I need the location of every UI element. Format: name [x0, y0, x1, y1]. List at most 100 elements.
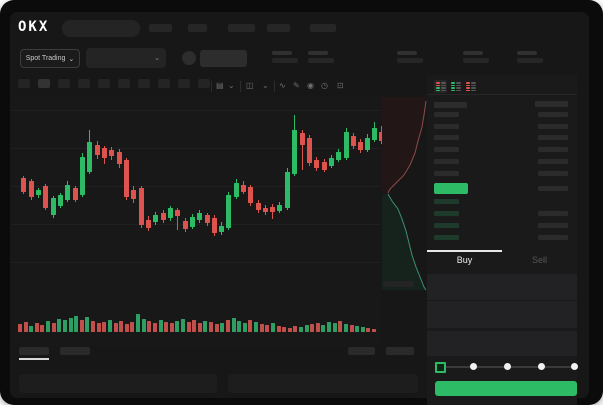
candlestick-chart[interactable] — [10, 96, 382, 346]
timeframe-button[interactable] — [58, 79, 70, 88]
bottom-tab[interactable] — [60, 347, 90, 355]
avatar[interactable] — [182, 51, 196, 65]
bid-price — [434, 211, 459, 216]
chevron-down-icon[interactable]: ⌄ — [262, 81, 269, 90]
nav-item[interactable] — [188, 24, 207, 32]
volume-bar — [40, 325, 45, 332]
buy-button[interactable] — [435, 381, 577, 396]
volume-bar — [220, 323, 225, 332]
active-bottom-tab-underline — [19, 358, 49, 360]
ask-amount — [538, 159, 568, 164]
volume-bar — [343, 324, 348, 332]
volume-bar — [68, 318, 73, 332]
candle — [109, 150, 114, 156]
timeframe-button[interactable] — [178, 79, 190, 88]
timeframe-button[interactable] — [198, 79, 210, 88]
bottom-panel[interactable] — [228, 374, 418, 393]
timeframe-button[interactable] — [138, 79, 150, 88]
candle — [365, 138, 370, 150]
chevron-down-icon[interactable]: ⌄ — [228, 81, 235, 90]
indicators-icon[interactable]: ∿ — [279, 81, 286, 90]
timeframe-button[interactable] — [118, 79, 130, 88]
volume-bar — [46, 321, 51, 332]
bid-price — [434, 235, 459, 240]
stat-label — [397, 51, 417, 55]
chart-style-icon[interactable]: ▤ — [216, 81, 224, 90]
timeframe-button[interactable] — [78, 79, 90, 88]
volume-bar — [254, 322, 259, 332]
pair-selector[interactable]: ⌄ — [86, 48, 166, 68]
volume-bar — [130, 322, 135, 332]
ask-amount — [538, 124, 568, 129]
candle — [183, 221, 188, 229]
book-split-mode[interactable] — [434, 80, 447, 93]
tab-buy[interactable]: Buy — [456, 255, 473, 265]
bottom-tab[interactable] — [19, 347, 49, 355]
candle — [139, 188, 144, 225]
book-header-left — [434, 102, 467, 108]
stat-label — [517, 51, 537, 55]
fullscreen-icon[interactable]: ⊡ — [337, 81, 344, 90]
nav-item[interactable] — [149, 24, 172, 32]
bottom-panel[interactable] — [19, 374, 217, 393]
tab-sell[interactable]: Sell — [531, 255, 547, 265]
last-amount — [538, 186, 568, 191]
ask-amount — [538, 112, 568, 117]
candle — [131, 190, 136, 199]
candle — [351, 136, 356, 146]
header-action-button[interactable] — [200, 50, 247, 67]
volume-bar — [355, 326, 360, 332]
timeframe-button[interactable] — [158, 79, 170, 88]
candle — [212, 218, 217, 233]
order-form-field[interactable] — [427, 274, 577, 300]
nav-item[interactable] — [228, 24, 255, 32]
order-form-field[interactable] — [427, 301, 577, 328]
timeframe-button[interactable] — [98, 79, 110, 88]
stat-value — [517, 58, 543, 63]
volume-bar — [85, 317, 90, 332]
ask-price — [434, 159, 459, 164]
bottom-action[interactable] — [386, 347, 414, 355]
nav-item[interactable] — [267, 24, 290, 32]
slider-step-dot[interactable] — [571, 363, 578, 370]
volume-bar — [34, 323, 39, 332]
volume-bar — [203, 321, 208, 332]
ask-amount — [538, 171, 568, 176]
timeframe-button[interactable] — [38, 79, 50, 88]
order-form-field[interactable] — [427, 331, 577, 356]
timeframe-button[interactable] — [18, 79, 30, 88]
slider-step-dot[interactable] — [538, 363, 545, 370]
search-input[interactable] — [62, 20, 140, 37]
gridline — [12, 110, 380, 111]
book-bids-mode[interactable] — [449, 80, 462, 93]
candle — [58, 195, 63, 206]
volume-bar — [175, 321, 180, 332]
nav-item[interactable] — [310, 24, 336, 32]
volume-bar — [91, 321, 96, 332]
volume-bar — [107, 320, 112, 332]
volume-bar — [23, 322, 28, 332]
book-asks-mode[interactable] — [464, 80, 477, 93]
volume-bar — [248, 320, 253, 332]
history-icon[interactable]: ◷ — [321, 81, 328, 90]
slider-step-dot[interactable] — [504, 363, 511, 370]
candle — [102, 148, 107, 158]
camera-icon[interactable]: ◉ — [307, 81, 314, 90]
slider-step-dot[interactable] — [470, 363, 477, 370]
gridline — [12, 148, 380, 149]
depth-grouping-control[interactable] — [383, 281, 414, 287]
candle — [36, 190, 41, 195]
volume-bar — [51, 323, 56, 332]
ask-amount — [538, 135, 568, 140]
bottom-action[interactable] — [348, 347, 375, 355]
volume-bar — [276, 326, 281, 332]
separator: │ — [272, 81, 278, 91]
ask-amount — [538, 147, 568, 152]
compare-icon[interactable]: ◫ — [246, 81, 254, 90]
draw-icon[interactable]: ✎ — [293, 81, 300, 90]
volume-bar — [209, 322, 214, 332]
candle — [344, 132, 349, 158]
slider-handle[interactable] — [435, 362, 446, 373]
market-type-selector[interactable]: Spot Trading ⌄ — [20, 49, 80, 68]
